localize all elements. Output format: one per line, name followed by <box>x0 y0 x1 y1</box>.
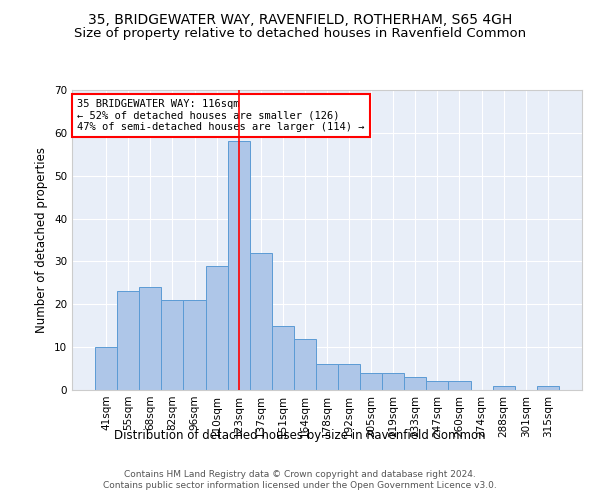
Text: Size of property relative to detached houses in Ravenfield Common: Size of property relative to detached ho… <box>74 28 526 40</box>
Bar <box>448 382 470 390</box>
Bar <box>272 326 294 390</box>
Text: 35 BRIDGEWATER WAY: 116sqm
← 52% of detached houses are smaller (126)
47% of sem: 35 BRIDGEWATER WAY: 116sqm ← 52% of deta… <box>77 99 365 132</box>
Bar <box>316 364 338 390</box>
Bar <box>161 300 184 390</box>
Bar <box>184 300 206 390</box>
Y-axis label: Number of detached properties: Number of detached properties <box>35 147 49 333</box>
Bar <box>117 292 139 390</box>
Text: Distribution of detached houses by size in Ravenfield Common: Distribution of detached houses by size … <box>114 428 486 442</box>
Bar <box>382 373 404 390</box>
Bar <box>95 347 117 390</box>
Bar <box>139 287 161 390</box>
Bar <box>404 377 427 390</box>
Bar <box>250 253 272 390</box>
Bar <box>427 382 448 390</box>
Bar <box>537 386 559 390</box>
Bar <box>360 373 382 390</box>
Bar <box>338 364 360 390</box>
Bar <box>493 386 515 390</box>
Text: 35, BRIDGEWATER WAY, RAVENFIELD, ROTHERHAM, S65 4GH: 35, BRIDGEWATER WAY, RAVENFIELD, ROTHERH… <box>88 12 512 26</box>
Bar <box>227 142 250 390</box>
Bar <box>294 338 316 390</box>
Text: Contains HM Land Registry data © Crown copyright and database right 2024.
Contai: Contains HM Land Registry data © Crown c… <box>103 470 497 490</box>
Bar <box>206 266 227 390</box>
